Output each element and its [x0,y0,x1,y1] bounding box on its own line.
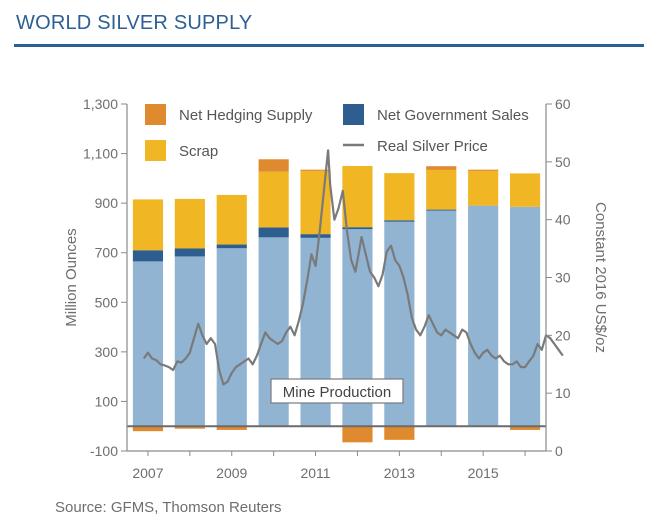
y2-tick-label: 10 [555,385,571,401]
bar-net-hedging-supply-2015 [468,169,499,171]
source-note: Source: GFMS, Thomson Reuters [55,499,282,516]
bar-mine-production-2009 [216,248,247,427]
bar-net-hedging-supply-2016 [509,426,541,430]
y2-tick-label: 20 [555,327,571,343]
bar-scrap-2016 [509,173,541,207]
bar-scrap-2010 [258,171,289,228]
bar-net-hedging-supply-2013 [384,426,415,440]
bar-net-government-sales-2010 [258,227,289,238]
bar-mine-production-2016 [509,206,541,427]
x-tick-label: 2007 [132,465,163,481]
bar-scrap-2011 [300,170,331,235]
real-silver-price-line [142,149,564,386]
bar-scrap-2008 [174,198,205,249]
bar-net-hedging-supply-2007 [132,426,164,432]
bar-mine-production-2015 [468,205,499,427]
legend-swatch-1 [343,104,364,125]
annotation-label: Mine Production [283,384,391,401]
y-tick-label: 100 [95,393,119,409]
bar-net-government-sales-2007 [132,250,164,262]
bar-mine-production-2007 [132,261,164,427]
x-tick-label: 2009 [216,465,247,481]
axes-layer: -100 100 300 500 700 900 1,100 1,300 0 10 20 30 40 50… [83,96,571,481]
bar-net-government-sales-2014 [426,209,457,211]
legend: Net Hedging Supply Net Government Sales Sc… [145,104,529,161]
y-tick-label: 700 [95,245,119,261]
page-title: WORLD SILVER SUPPLY [16,12,253,34]
y-tick-label: 1,100 [83,146,118,162]
legend-label-1: Net Government Sales [377,107,529,124]
y2-tick-label: 40 [555,212,571,228]
legend-swatch-0 [145,104,166,125]
title-divider [14,44,644,47]
bar-net-hedging-supply-2012 [342,426,373,443]
bar-net-government-sales-2011 [300,234,331,238]
y2-axis-title: Constant 2016 US$/oz [592,202,609,353]
bar-net-government-sales-2009 [216,244,247,249]
bar-scrap-2015 [468,170,499,206]
x-tick-label: 2011 [300,465,330,481]
x-tick-label: 2015 [468,465,499,481]
y-axis-title: Million Ounces [63,228,80,326]
bar-scrap-2012 [342,165,373,228]
y-tick-label: 900 [95,195,119,211]
price-line-layer [142,149,564,386]
bar-net-hedging-supply-2010 [258,159,289,172]
y-tick-label: 500 [95,294,119,310]
x-tick-label: 2013 [384,465,415,481]
bar-scrap-2013 [384,173,415,221]
bar-mine-production-2008 [174,256,205,427]
bar-net-government-sales-2012 [342,227,373,230]
y2-tick-label: 60 [555,96,571,112]
bar-net-government-sales-2008 [174,248,205,257]
y-tick-label: 1,300 [83,96,118,112]
y2-tick-label: 30 [555,270,571,286]
bar-net-hedging-supply-2014 [426,166,457,170]
bar-net-hedging-supply-2009 [216,426,247,430]
y-tick-label: -100 [90,443,118,459]
legend-swatch-2 [145,140,166,161]
bar-net-hedging-supply-2008 [174,426,205,429]
y-tick-label: 300 [95,344,119,360]
bar-scrap-2007 [132,199,164,251]
legend-label-0: Net Hedging Supply [179,107,313,124]
bar-scrap-2009 [216,194,247,245]
bar-net-government-sales-2013 [384,220,415,222]
bar-scrap-2014 [426,169,457,210]
y2-tick-label: 50 [555,154,571,170]
bar-net-hedging-supply-2011 [300,169,331,171]
annotation-box [270,378,404,404]
legend-label-2: Scrap [179,143,218,160]
y2-tick-label: 0 [555,443,563,459]
legend-label-3: Real Silver Price [377,138,488,155]
annotation: Mine Production [270,378,404,404]
